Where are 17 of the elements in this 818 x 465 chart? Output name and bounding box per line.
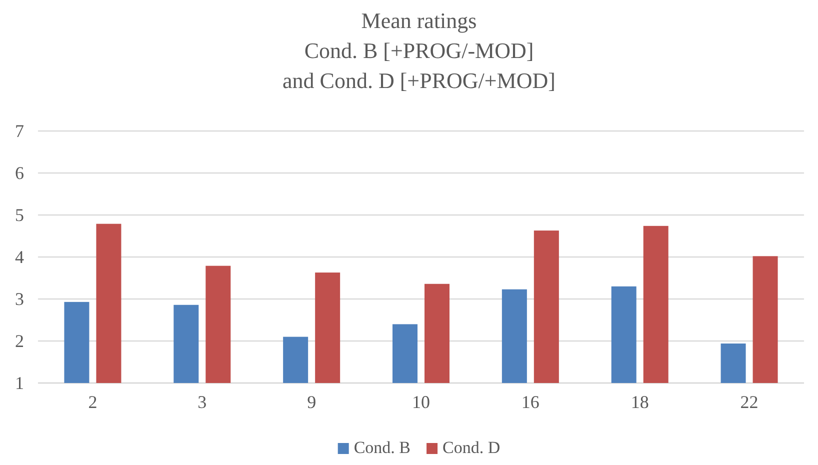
x-tick-label: 3 (198, 392, 207, 412)
y-tick-label: 3 (15, 288, 24, 309)
y-tick-label: 2 (15, 330, 24, 351)
x-tick-label: 2 (88, 392, 98, 412)
y-tick-label: 1 (15, 372, 24, 393)
x-tick-label: 22 (740, 392, 758, 412)
x-tick-label: 9 (307, 392, 316, 412)
y-tick-label: 4 (15, 246, 24, 267)
y-tick-label: 6 (15, 162, 24, 183)
x-tick-label: 18 (630, 392, 649, 412)
chart-title: Mean ratings Cond. B [+PROG/-MOD] and Cond. D [+PROG/+MOD] (282, 8, 556, 93)
legend-label: Cond. B (354, 438, 411, 457)
x-tick-label: 10 (412, 392, 430, 412)
y-tick-label: 5 (15, 204, 24, 225)
legend-label: Cond. D (442, 438, 500, 457)
x-tick-label: 16 (521, 392, 540, 412)
y-tick-label: 7 (15, 120, 24, 141)
